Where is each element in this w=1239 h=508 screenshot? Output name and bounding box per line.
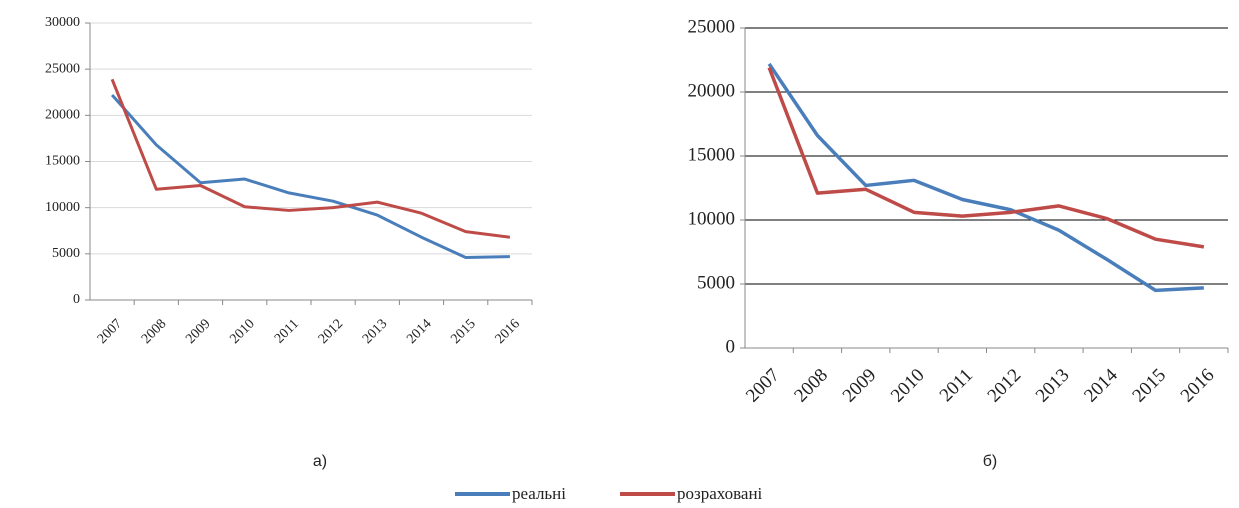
caption: а) [313,453,327,470]
x-tick-label: 2008 [790,365,832,407]
y-tick-label: 25000 [45,61,80,76]
x-tick-label: 2010 [227,316,257,346]
line-series [767,67,1205,249]
x-tick-label: 2016 [1177,365,1219,407]
y-tick-label: 5000 [52,246,80,261]
x-tick-label: 2009 [183,316,213,346]
x-tick-label: 2010 [887,365,929,407]
x-tick-label: 2011 [936,365,977,406]
x-tick-label: 2007 [95,316,125,346]
x-tick-label: 2014 [404,316,434,346]
y-tick-label: 0 [73,292,80,307]
y-tick-label: 15000 [688,144,736,165]
x-tick-label: 2014 [1080,364,1122,406]
y-tick-label: 5000 [697,272,735,293]
legend-label: реальні [512,484,566,503]
line-series [110,94,510,260]
x-tick-label: 2007 [742,365,784,407]
legend: реальні розраховані [455,484,763,503]
y-tick-label: 20000 [688,80,736,101]
line-series [110,78,511,239]
x-tick-label: 2013 [360,316,390,346]
y-tick-label: 30000 [45,15,80,30]
caption: б) [983,453,998,470]
y-tick-label: 10000 [688,208,736,229]
x-tick-label: 2009 [839,365,881,407]
y-tick-label: 0 [726,336,736,357]
y-tick-label: 25000 [688,16,736,37]
x-tick-label: 2008 [139,316,169,346]
y-tick-label: 20000 [45,108,80,123]
x-tick-label: 2016 [493,316,523,346]
x-tick-label: 2015 [1128,365,1170,407]
x-tick-label: 2012 [984,365,1026,407]
legend-label: розраховані [677,484,763,503]
chart: 0 5000 10000 15000 20000 25000 30000 2007 2008 20… [45,15,533,470]
line-series [767,62,1204,293]
x-tick-label: 2012 [316,316,346,346]
x-tick-label: 2015 [448,316,478,346]
y-tick-label: 10000 [45,200,80,215]
x-tick-label: 2011 [272,316,302,346]
y-tick-label: 15000 [45,154,80,169]
x-tick-label: 2013 [1032,365,1074,407]
